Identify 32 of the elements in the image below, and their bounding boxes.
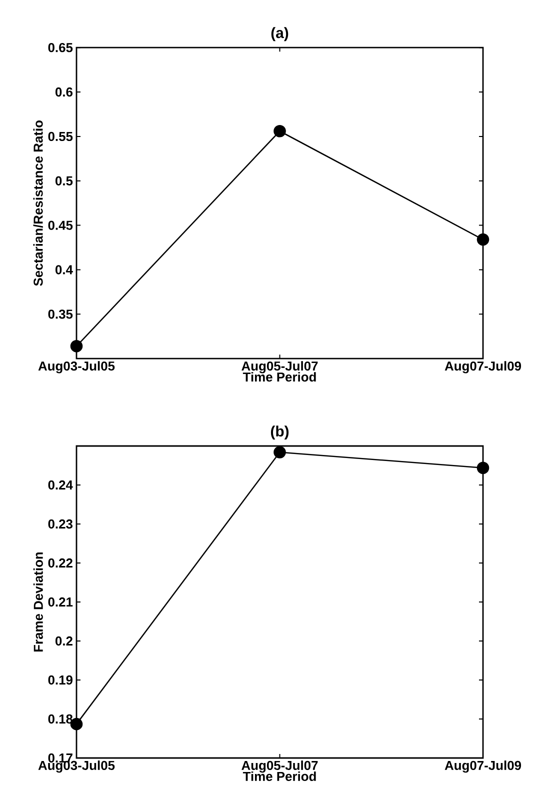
y-tick-label: 0.17 bbox=[48, 753, 72, 763]
point bbox=[476, 462, 490, 474]
y-tick-label: 0.45 bbox=[48, 220, 73, 230]
point bbox=[274, 124, 286, 138]
point bbox=[274, 446, 286, 458]
chart-title: (a) bbox=[271, 27, 288, 42]
y-tick-label: 0.23 bbox=[48, 519, 73, 529]
x-axis-title: Time Period bbox=[242, 771, 316, 781]
y-axis-title: Sectarian/Resistance Ratio bbox=[33, 120, 43, 286]
x-tick-label: Aug05-Jul07 bbox=[242, 361, 318, 374]
y-tick-label: 0.2 bbox=[55, 636, 72, 646]
y-tick-label: 0.4 bbox=[55, 265, 73, 274]
x-tick-label: Aug03-Jul05 bbox=[38, 760, 115, 773]
y-tick-label: 0.6 bbox=[55, 87, 73, 97]
y-tick-label: 0.19 bbox=[48, 675, 72, 685]
x-tick-label: Aug07-Jul09 bbox=[444, 760, 522, 773]
y-tick-label: 0.5 bbox=[55, 176, 73, 186]
y-tick-label: 0.22 bbox=[48, 558, 72, 568]
y-tick-label: 0.18 bbox=[48, 714, 73, 724]
point bbox=[70, 340, 83, 352]
y-axis-title: Frame Deviation bbox=[33, 552, 43, 652]
y-tick-label: 0.35 bbox=[48, 310, 73, 319]
y-tick-label: 0.24 bbox=[48, 480, 73, 490]
point bbox=[476, 233, 490, 246]
x-tick-label: Aug05-Jul07 bbox=[242, 760, 318, 773]
y-tick-label: 0.65 bbox=[48, 43, 73, 52]
x-tick-label: Aug03-Jul05 bbox=[38, 361, 115, 374]
y-tick-label: 0.55 bbox=[48, 132, 73, 142]
chart-title: (b) bbox=[270, 426, 289, 440]
x-axis-title: Time Period bbox=[242, 372, 316, 382]
y-tick-label: 0.21 bbox=[48, 597, 73, 607]
x-tick-label: Aug07-Jul09 bbox=[444, 361, 522, 374]
